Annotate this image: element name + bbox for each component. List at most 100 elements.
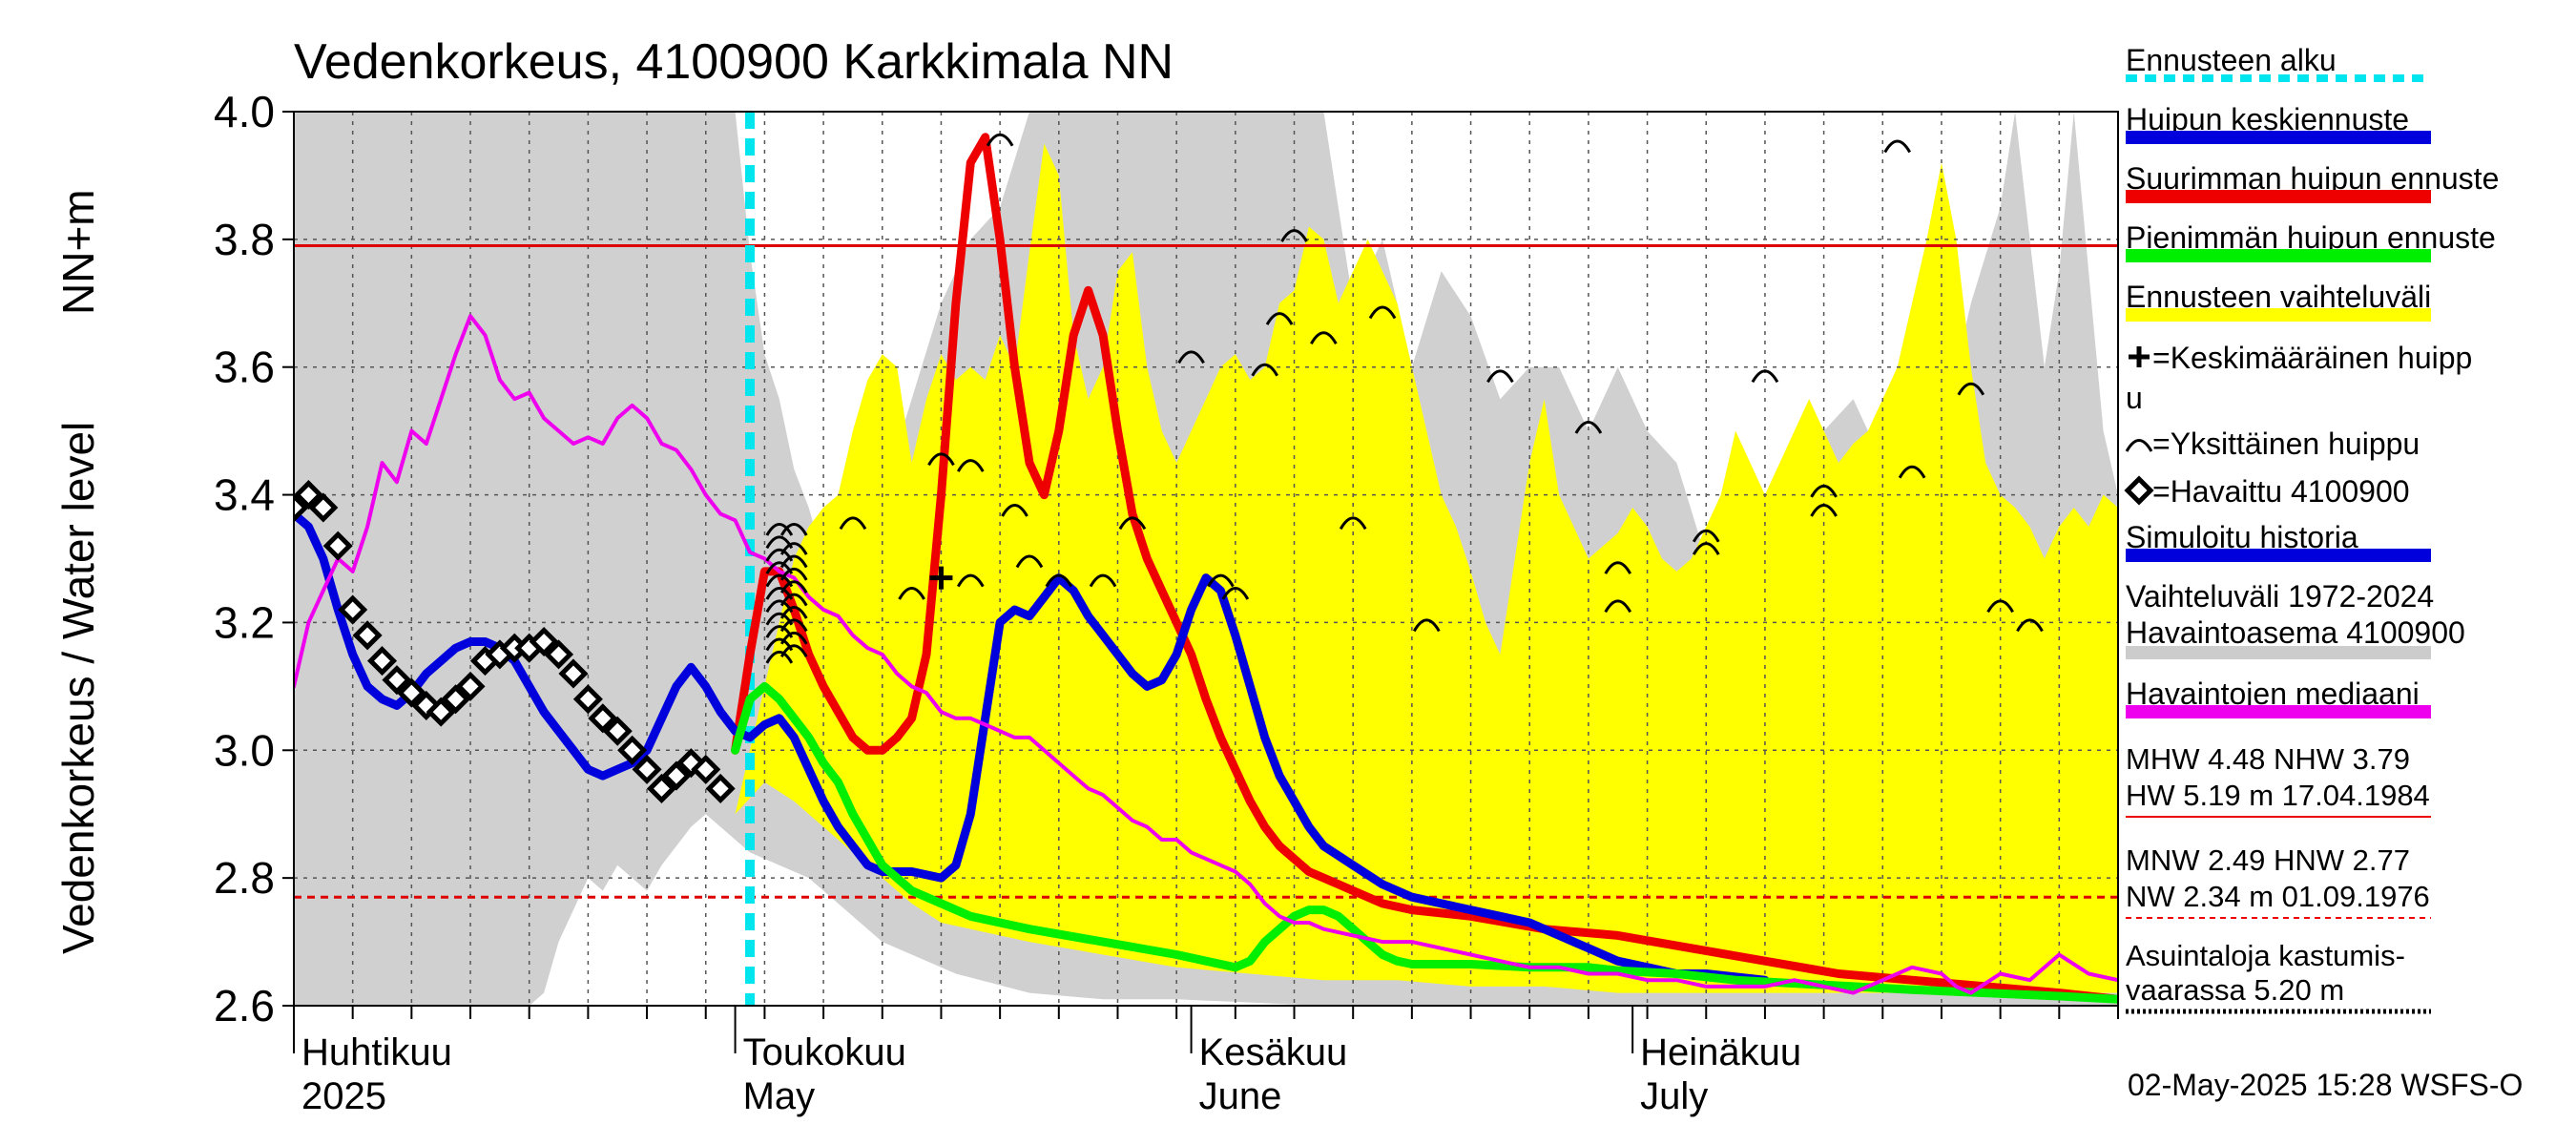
individual-peak-marker (779, 567, 808, 581)
individual-peak-marker (779, 542, 808, 555)
individual-peak-marker (1280, 229, 1308, 242)
individual-peak-marker (1207, 573, 1235, 588)
observed-point (544, 639, 574, 670)
y-tick-label: 3.4 (214, 470, 275, 520)
individual-peak-marker (1574, 420, 1603, 434)
individual-peak-marker (2016, 618, 2044, 633)
individual-peak-marker (779, 580, 808, 594)
observed-point (529, 626, 559, 657)
observed-point (352, 620, 383, 651)
observed-point (661, 760, 692, 791)
observed-point (691, 754, 721, 784)
month-sublabel: July (1640, 1075, 1708, 1117)
individual-peak-marker (765, 523, 794, 536)
legend-label: Havaintoasema 4100900 (2126, 615, 2465, 650)
legend-diamond-icon (2124, 475, 2154, 506)
individual-peak-marker (1001, 503, 1028, 517)
stats-flood-note: vaarassa 5.20 m (2126, 973, 2344, 1007)
individual-peak-marker (1265, 312, 1294, 325)
individual-peak-marker (1604, 599, 1632, 614)
individual-peak-marker (1412, 618, 1441, 633)
legend-label: Vaihteluväli 1972-2024 (2126, 579, 2434, 614)
individual-peak-marker (1692, 529, 1720, 543)
observed-point (602, 716, 633, 746)
individual-peak-marker (1118, 516, 1147, 531)
observed-point (617, 735, 648, 765)
observed-point (455, 671, 486, 701)
observed-point (322, 531, 353, 561)
legend-plus-icon (2129, 346, 2150, 367)
series-havaintojen-mediaani (294, 314, 2118, 995)
individual-peak-marker (779, 644, 808, 657)
series-suurimman-huipun-ennuste (731, 133, 2118, 1004)
observed-point (338, 594, 368, 625)
observed-point (294, 480, 323, 510)
month-sublabel: June (1199, 1075, 1282, 1117)
individual-peak-marker (1368, 305, 1397, 320)
legend-label: =Yksittäinen huippu (2152, 427, 2420, 461)
individual-peak-marker (1339, 516, 1367, 531)
y-tick-label: 2.8 (214, 853, 275, 903)
month-label: Heinäkuu (1640, 1031, 1801, 1073)
observed-point (558, 658, 589, 689)
observed-point (705, 773, 736, 803)
individual-peak-marker (1486, 369, 1514, 384)
month-sublabel: May (743, 1075, 816, 1117)
month-label: Kesäkuu (1199, 1031, 1348, 1073)
individual-peak-marker (1898, 465, 1926, 479)
individual-peak-marker (779, 606, 808, 619)
observed-point (294, 492, 309, 523)
individual-peak-marker (927, 452, 955, 467)
y-tick-label: 3.0 (214, 725, 275, 775)
observed-point (366, 646, 398, 677)
individual-peak-marker (1810, 484, 1838, 498)
stats-mnw-hnw: MNW 2.49 HNW 2.77 (2126, 843, 2410, 877)
individual-peak-marker (898, 586, 925, 600)
mean-peak-marker (929, 566, 953, 590)
individual-peak-marker (1986, 599, 2014, 614)
observed-point (382, 665, 412, 696)
plot-frame (293, 111, 2119, 1007)
legend-label: u (2126, 381, 2143, 415)
observed-point (572, 684, 603, 715)
month-label: Huhtikuu (301, 1031, 452, 1073)
y-tick-label: 3.2 (214, 597, 275, 647)
individual-peak-marker (1604, 561, 1632, 574)
stats-mhw-nhw: MHW 4.48 NHW 3.79 (2126, 742, 2410, 776)
observed-point (411, 690, 442, 720)
individual-peak-marker (1810, 503, 1838, 517)
y-axis-unit-label: NN+m (53, 189, 103, 315)
individual-peak-marker (956, 459, 985, 472)
observed-point (588, 703, 618, 734)
observed-point (441, 684, 471, 715)
individual-peak-marker (1957, 382, 1985, 396)
individual-peak-marker (779, 554, 808, 569)
y-axis-label: Vedenkorkeus / Water level (53, 422, 103, 954)
individual-peak-marker (1221, 586, 1250, 600)
individual-peak-marker (1045, 573, 1073, 588)
legend-label: =Keskimääräinen huipp (2152, 341, 2472, 375)
month-label: Toukokuu (743, 1031, 906, 1073)
individual-peak-marker (1251, 363, 1278, 377)
y-tick-label: 2.6 (214, 981, 275, 1030)
individual-peak-marker (779, 631, 808, 645)
series-pienimmän-huipun-ennuste (731, 681, 2118, 1004)
stats-hw: HW 5.19 m 17.04.1984 (2126, 779, 2430, 812)
individual-peak-marker (986, 133, 1014, 147)
y-axis-ticks: 2.6 2.8 3.0 3.2 3.4 3.6 3.8 4.0 (214, 87, 294, 1030)
stats-flood-note: Asuintaloja kastumis- (2126, 939, 2405, 972)
observed-point (646, 773, 677, 803)
stats-nw: NW 2.34 m 01.09.1976 (2126, 880, 2430, 913)
observed-point (308, 492, 339, 523)
individual-peak-marker (839, 516, 867, 531)
y-tick-label: 3.6 (214, 343, 275, 392)
observed-point (396, 677, 426, 708)
y-tick-label: 3.8 (214, 215, 275, 264)
individual-peak-marker (1015, 554, 1044, 569)
y-tick-label: 4.0 (214, 87, 275, 136)
individual-peak-marker (1310, 331, 1338, 345)
observed-point (632, 754, 662, 784)
